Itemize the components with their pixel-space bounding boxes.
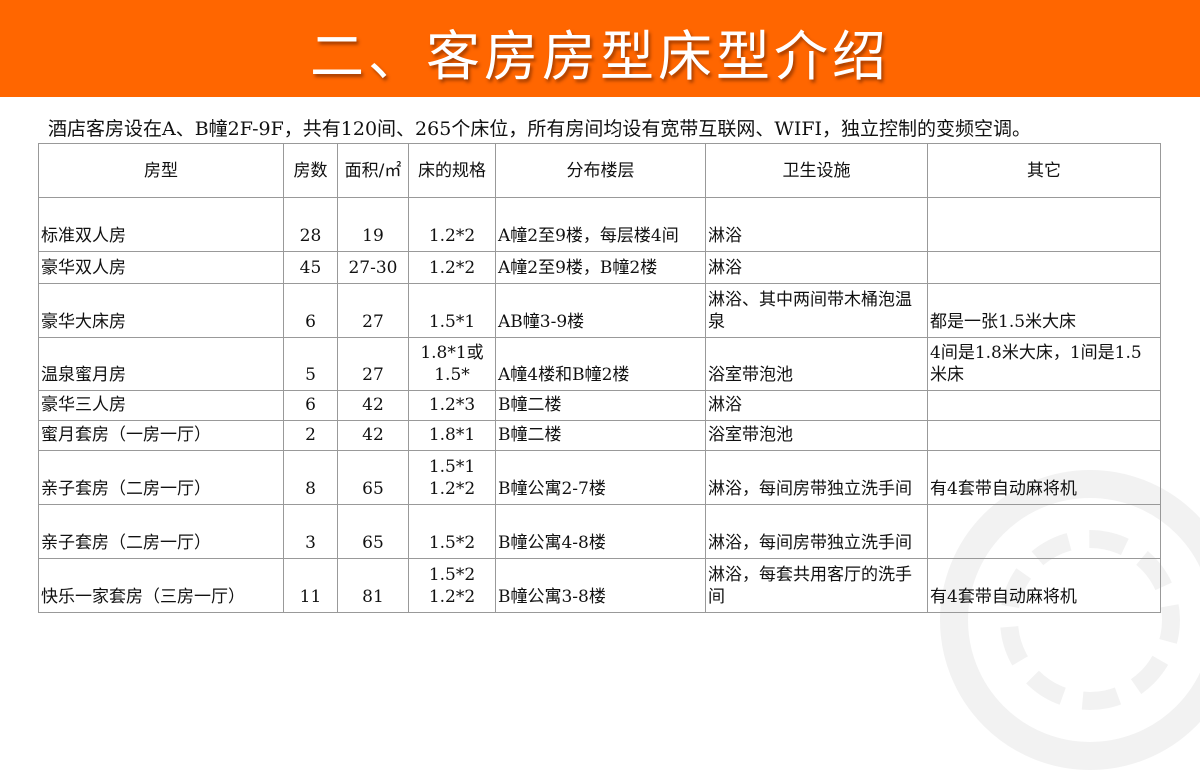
table-cell: 蜜月套房（一房一厅） [38, 420, 284, 451]
table-cell: 65 [337, 450, 409, 505]
table-cell: A幢4楼和B幢2楼 [495, 337, 706, 391]
table-cell: A幢2至9楼，B幢2楼 [495, 251, 706, 284]
table-cell: B幢二楼 [495, 420, 706, 451]
table-cell: 1.5*2 [408, 504, 496, 559]
table-cell: 淋浴，每间房带独立洗手间 [705, 450, 928, 505]
table-cell: 3 [283, 504, 338, 559]
table-cell: 温泉蜜月房 [38, 337, 284, 391]
column-header: 其它 [927, 143, 1161, 198]
table-cell: 亲子套房（二房一厅） [38, 504, 284, 559]
column-header: 房数 [283, 143, 338, 198]
table-cell: 6 [283, 283, 338, 338]
table-cell: 淋浴 [705, 251, 928, 284]
table-cell: 豪华大床房 [38, 283, 284, 338]
room-type-table: 房型 房数 面积/㎡ 床的规格 分布楼层 卫生设施 其它 标准双人房 28 19 1.2*2 A幢2… [38, 143, 1161, 613]
table-cell: 1.5*2 1.2*2 [408, 558, 496, 613]
table-cell: 1.8*1或1.5* [408, 337, 496, 391]
table-cell: 有4套带自动麻将机 [927, 558, 1161, 613]
column-header: 卫生设施 [705, 143, 928, 198]
table-cell: 标准双人房 [38, 197, 284, 252]
table-cell: 4间是1.8米大床，1间是1.5米床 [927, 337, 1161, 391]
table-cell: 19 [337, 197, 409, 252]
table-cell: 6 [283, 390, 338, 421]
table-cell: 1.2*2 [408, 197, 496, 252]
table-cell: 1.2*3 [408, 390, 496, 421]
table-cell [927, 504, 1161, 559]
table-cell: 淋浴，每间房带独立洗手间 [705, 504, 928, 559]
table-cell: B幢公寓3-8楼 [495, 558, 706, 613]
table-row: 快乐一家套房（三房一厅） 11 81 1.5*2 1.2*2 B幢公寓3-8楼 淋浴，每套… [38, 558, 1161, 613]
table-cell: 豪华三人房 [38, 390, 284, 421]
column-header: 分布楼层 [495, 143, 706, 198]
table-cell: 27-30 [337, 251, 409, 284]
column-header: 床的规格 [408, 143, 496, 198]
table-cell: 28 [283, 197, 338, 252]
table-cell: 淋浴 [705, 390, 928, 421]
table-cell: 浴室带泡池 [705, 337, 928, 391]
intro-text: 酒店客房设在A、B幢2F-9F，共有120间、265个床位，所有房间均设有宽带互… [48, 118, 1032, 140]
table-cell: B幢二楼 [495, 390, 706, 421]
table-cell [927, 420, 1161, 451]
table-cell: 42 [337, 420, 409, 451]
table-cell: 1.5*1 1.2*2 [408, 450, 496, 505]
table-cell: AB幢3-9楼 [495, 283, 706, 338]
table-cell: 11 [283, 558, 338, 613]
table-cell: 27 [337, 283, 409, 338]
table-row: 豪华双人房 45 27-30 1.2*2 A幢2至9楼，B幢2楼 淋浴 [38, 251, 1161, 284]
table-cell: 淋浴、其中两间带木桶泡温泉 [705, 283, 928, 338]
table-row: 蜜月套房（一房一厅） 2 42 1.8*1 B幢二楼 浴室带泡池 [38, 420, 1161, 451]
table-cell: 有4套带自动麻将机 [927, 450, 1161, 505]
table-cell: 45 [283, 251, 338, 284]
table-row: 亲子套房（二房一厅） 8 65 1.5*1 1.2*2 B幢公寓2-7楼 淋浴，每间房带独… [38, 450, 1161, 505]
table-cell [927, 197, 1161, 252]
table-header-row: 房型 房数 面积/㎡ 床的规格 分布楼层 卫生设施 其它 [38, 143, 1161, 198]
table-cell [927, 251, 1161, 284]
table-cell: B幢公寓2-7楼 [495, 450, 706, 505]
table-cell: 27 [337, 337, 409, 391]
table-row: 温泉蜜月房 5 27 1.8*1或1.5* A幢4楼和B幢2楼 浴室带泡池 4间是1.8米大… [38, 337, 1161, 391]
table-cell: 65 [337, 504, 409, 559]
title-banner [0, 0, 1200, 97]
table-cell: 5 [283, 337, 338, 391]
table-cell: 1.5*1 [408, 283, 496, 338]
table-row: 标准双人房 28 19 1.2*2 A幢2至9楼，每层楼4间 淋浴 [38, 197, 1161, 252]
table-cell: 亲子套房（二房一厅） [38, 450, 284, 505]
table-cell: 淋浴，每套共用客厅的洗手间 [705, 558, 928, 613]
table-cell: 8 [283, 450, 338, 505]
table-cell [927, 390, 1161, 421]
table-cell: 浴室带泡池 [705, 420, 928, 451]
table-cell: 都是一张1.5米大床 [927, 283, 1161, 338]
table-cell: 42 [337, 390, 409, 421]
table-cell: 1.8*1 [408, 420, 496, 451]
page-title: 二、客房房型床型介绍 [310, 25, 890, 88]
column-header: 房型 [38, 143, 284, 198]
table-cell: 淋浴 [705, 197, 928, 252]
table-cell: 1.2*2 [408, 251, 496, 284]
table-row: 豪华三人房 6 42 1.2*3 B幢二楼 淋浴 [38, 390, 1161, 421]
table-cell: 2 [283, 420, 338, 451]
table-row: 亲子套房（二房一厅） 3 65 1.5*2 B幢公寓4-8楼 淋浴，每间房带独立洗手间 [38, 504, 1161, 559]
column-header: 面积/㎡ [337, 143, 409, 198]
table-cell: B幢公寓4-8楼 [495, 504, 706, 559]
table-cell: 豪华双人房 [38, 251, 284, 284]
table-row: 豪华大床房 6 27 1.5*1 AB幢3-9楼 淋浴、其中两间带木桶泡温泉 都是一张1.5… [38, 283, 1161, 338]
table-cell: A幢2至9楼，每层楼4间 [495, 197, 706, 252]
table-cell: 81 [337, 558, 409, 613]
table-cell: 快乐一家套房（三房一厅） [38, 558, 284, 613]
